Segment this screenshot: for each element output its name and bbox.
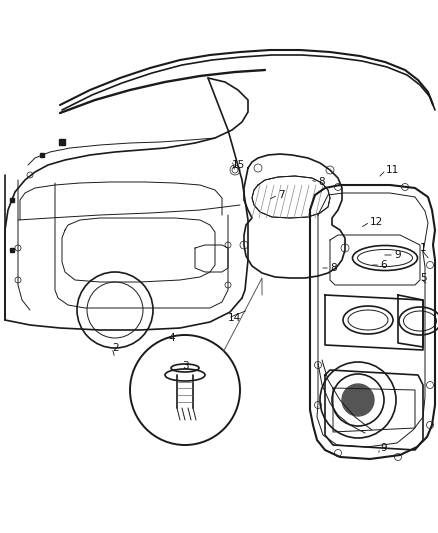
Text: 7: 7 bbox=[278, 190, 285, 200]
Circle shape bbox=[342, 384, 374, 416]
Text: 8: 8 bbox=[330, 263, 337, 273]
Text: 8: 8 bbox=[318, 177, 325, 187]
Text: 3: 3 bbox=[182, 361, 189, 371]
Text: 11: 11 bbox=[386, 165, 399, 175]
Text: 9: 9 bbox=[394, 250, 401, 260]
Text: 12: 12 bbox=[370, 217, 383, 227]
Text: 1: 1 bbox=[420, 243, 427, 253]
Text: 6: 6 bbox=[380, 260, 387, 270]
Text: 9: 9 bbox=[380, 443, 387, 453]
Text: 14: 14 bbox=[228, 313, 241, 323]
Text: 2: 2 bbox=[112, 343, 119, 353]
Text: 4: 4 bbox=[168, 333, 175, 343]
Text: 15: 15 bbox=[232, 160, 245, 170]
Text: 5: 5 bbox=[420, 273, 427, 283]
